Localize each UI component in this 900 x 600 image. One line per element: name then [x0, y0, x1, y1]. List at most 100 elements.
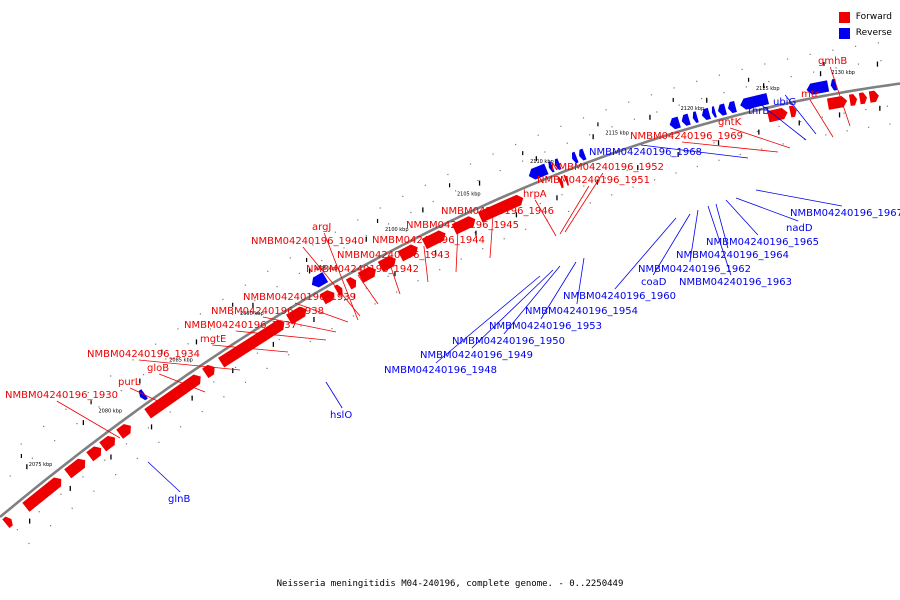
gene-label-hrpA: hrpA [523, 189, 547, 200]
gene-label-NMBM04240196_1969: NMBM04240196_1969 [630, 131, 743, 142]
marker-tick [29, 518, 31, 524]
guide-dot [343, 247, 345, 249]
gene-label-NMBM04240196_1951: NMBM04240196_1951 [537, 175, 650, 186]
guide-dot [568, 210, 570, 212]
guide-dot [718, 159, 720, 161]
guide-dot [244, 381, 247, 383]
guide-dot [388, 223, 390, 225]
guide-dot [177, 328, 179, 330]
legend: Forward Reverse [838, 9, 892, 41]
guide-dot [343, 299, 346, 301]
guide-dot [321, 259, 323, 262]
gene-forward-2 [63, 458, 86, 480]
tick-label: 2130 kbp [831, 70, 855, 76]
guide-dot [300, 325, 302, 327]
guide-dot [673, 87, 675, 89]
gene-shape [554, 157, 563, 171]
gene-forward-21 [766, 107, 789, 124]
gene-label-NMBM04240196_1963: NMBM04240196_1963 [679, 277, 792, 288]
guide-dot [16, 529, 18, 531]
marker-tick [150, 424, 153, 430]
guide-dot [71, 507, 73, 509]
gene-reverse-7 [668, 115, 682, 130]
gene-shape [556, 176, 565, 190]
guide-dot [515, 143, 517, 146]
guide-dot [115, 474, 117, 476]
leader-coaD [652, 213, 691, 276]
guide-dot [289, 257, 291, 259]
marker-tick [838, 112, 841, 118]
guide-dot [288, 354, 290, 356]
marker-tick [82, 420, 84, 426]
marker-tick [475, 230, 477, 236]
guide-dot [648, 162, 650, 164]
guide-dot [232, 313, 234, 316]
guide-dot [213, 381, 215, 383]
gene-shape [285, 305, 308, 326]
guide-dot [244, 284, 246, 286]
guide-dot [846, 130, 848, 132]
guide-dot [778, 125, 780, 127]
guide-dot [28, 542, 30, 545]
gene-forward-1 [21, 476, 62, 513]
marker-tick [434, 250, 437, 256]
genome-backbone [0, 82, 900, 518]
guide-dot [825, 134, 827, 136]
leader-NMBM04240196_1967 [755, 189, 842, 207]
tick-mark [90, 400, 92, 405]
leader-NMBM04240196_1945 [455, 230, 459, 273]
guide-dot [496, 221, 498, 223]
gene-shape [830, 78, 838, 92]
guide-dot [439, 269, 441, 271]
background-layer [0, 42, 900, 545]
guide-dot [402, 195, 404, 197]
gene-label-ubiG: ubiG [773, 97, 796, 108]
guide-dot [713, 142, 715, 144]
guide-dot [365, 287, 367, 289]
gene-label-gloB: gloB [147, 363, 169, 374]
guide-dot [537, 134, 539, 136]
gene-reverse-4 [554, 157, 563, 171]
guide-dot [718, 74, 720, 76]
guide-dot [877, 42, 879, 44]
gene-label-NMBM04240196_1967: NMBM04240196_1967 [790, 208, 900, 219]
guide-dot [460, 258, 462, 260]
gene-label-NMBM04240196_1939: NMBM04240196_1939 [243, 292, 356, 303]
leader-NMBM04240196_1944 [423, 245, 429, 283]
gene-forward-16 [421, 229, 447, 250]
gene-label-nadD: nadD [786, 223, 813, 234]
guide-dot [800, 121, 802, 123]
tick-mark [448, 183, 451, 188]
gene-label-NMBM04240196_1945: NMBM04240196_1945 [406, 220, 519, 231]
guide-dot [544, 151, 546, 153]
marker-tick [515, 212, 518, 218]
guide-dot [266, 367, 268, 369]
tick-mark [232, 302, 234, 307]
gene-shape [85, 445, 102, 463]
gene-shape [421, 229, 447, 250]
guide-dot [560, 125, 562, 127]
guide-dot [611, 126, 613, 128]
tick-label: 2120 kbp [681, 106, 705, 112]
gene-forward-23 [826, 95, 848, 111]
tick-label: 2080 kbp [98, 408, 122, 414]
guide-dot [452, 242, 454, 244]
gene-shape [63, 458, 86, 480]
guide-dot [31, 457, 33, 459]
marker-tick [394, 271, 396, 277]
guide-dot [628, 101, 630, 103]
gene-shape [868, 89, 880, 104]
guide-dot [691, 148, 693, 150]
gene-shape [450, 215, 477, 236]
leader-NMBM04240196_1952 [564, 172, 604, 233]
gene-shape [377, 255, 397, 273]
marker-tick [556, 195, 558, 201]
guide-dot [566, 142, 568, 144]
gene-forward-20 [562, 174, 570, 187]
guide-dot [276, 286, 278, 288]
guide-dot [518, 212, 520, 214]
gene-label-argJ: argJ [312, 222, 331, 233]
guide-dot [235, 366, 237, 368]
leader-NMBM04240196_1942 [357, 274, 379, 305]
